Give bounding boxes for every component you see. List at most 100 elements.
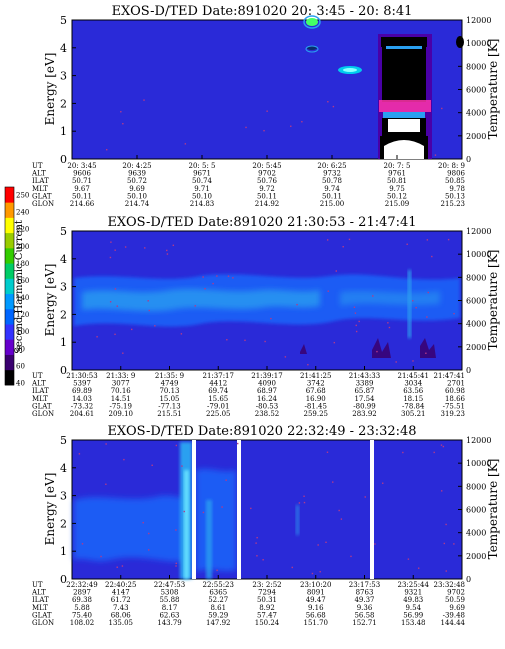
orbit-cell: 215.23 bbox=[441, 200, 466, 208]
orbit-cell: 7.43 bbox=[113, 604, 129, 612]
y-tick-label: 3 bbox=[60, 490, 67, 503]
orbit-cell: 15.65 bbox=[208, 395, 228, 403]
orbit-cell: 9761 bbox=[388, 170, 406, 178]
noise-speck bbox=[348, 238, 351, 241]
orbit-cell: 20: 5: 5 bbox=[189, 162, 216, 170]
colorbar-tick-label: 60 bbox=[16, 362, 25, 370]
colorbar-swatch bbox=[5, 247, 14, 264]
panel-2-title: EXOS-D/TED Date:891020 21:30:53 - 21:47:… bbox=[107, 215, 416, 230]
panel-3-gap-3 bbox=[370, 440, 374, 579]
panel-2-features bbox=[74, 238, 460, 366]
noise-speck bbox=[202, 511, 205, 514]
orbit-row-label: GLAT bbox=[32, 402, 52, 410]
colorbar-swatch bbox=[5, 187, 14, 203]
orbit-cell: 70.13 bbox=[159, 387, 179, 395]
orbit-cell: -80.99 bbox=[353, 402, 375, 410]
noise-speck bbox=[96, 336, 98, 338]
y-tick-label: 1 bbox=[60, 125, 67, 138]
orbit-cell: 50.74 bbox=[192, 177, 213, 185]
noise-speck bbox=[122, 352, 124, 354]
noise-speck bbox=[291, 566, 293, 569]
noise-speck bbox=[216, 275, 218, 277]
orbit-cell: 7294 bbox=[258, 589, 276, 597]
noise-speck bbox=[338, 509, 340, 512]
orbit-cell: 20: 6:25 bbox=[317, 162, 346, 170]
panel-2-orbit-table: UTALTILATMLTGLATGLON21:30:53539769.8914.… bbox=[31, 372, 466, 418]
orbit-cell: 21:33: 9 bbox=[106, 372, 135, 380]
y2-tick-label: 8000 bbox=[466, 482, 486, 491]
panel-2-band-inner bbox=[82, 288, 320, 312]
orbit-cell: 8.17 bbox=[162, 604, 178, 612]
orbit-cell: 20: 3:45 bbox=[67, 162, 96, 170]
orbit-cell: 50.31 bbox=[257, 596, 277, 604]
orbit-cell: -79.01 bbox=[207, 402, 229, 410]
noise-speck bbox=[388, 326, 391, 329]
orbit-cell: 17.54 bbox=[354, 395, 375, 403]
panel-1-feature-band bbox=[379, 100, 431, 112]
orbit-cell: 59.29 bbox=[208, 611, 228, 619]
y-tick-label: 5 bbox=[60, 225, 67, 238]
panel-3-axes: 0 1 2 3 4 5 0 2000 4000 6000 8000 10000 12000 bbox=[60, 434, 491, 586]
y2-tick-label: 4000 bbox=[466, 529, 486, 538]
orbit-cell: 56.99 bbox=[403, 611, 423, 619]
orbit-cell: 21:47:41 bbox=[434, 372, 465, 380]
panel-1-y2label: Temperature [K] bbox=[486, 39, 500, 140]
orbit-cell: 23:17:53 bbox=[349, 581, 380, 589]
orbit-cell: 9671 bbox=[193, 170, 211, 178]
noise-speck bbox=[303, 501, 306, 504]
orbit-row-label: ALT bbox=[31, 380, 46, 388]
noise-speck bbox=[226, 339, 228, 341]
y2-tick-label: 0 bbox=[466, 366, 471, 375]
y-tick-label: 0 bbox=[60, 364, 67, 377]
noise-speck bbox=[212, 282, 214, 285]
noise-speck bbox=[166, 253, 169, 255]
y2-tick-label: 0 bbox=[466, 155, 471, 164]
orbit-cell: 225.05 bbox=[206, 410, 231, 418]
noise-speck bbox=[180, 333, 183, 335]
noise-speck bbox=[284, 356, 287, 358]
noise-speck bbox=[256, 555, 258, 557]
orbit-cell: 108.02 bbox=[70, 619, 95, 627]
orbit-cell: 9.71 bbox=[194, 185, 210, 193]
orbit-cell: 65.87 bbox=[354, 387, 374, 395]
orbit-cell: 75.40 bbox=[72, 611, 92, 619]
orbit-cell: 238.52 bbox=[255, 410, 280, 418]
panel-2-ylabel: Energy [eV] bbox=[43, 264, 57, 337]
orbit-cell: 8763 bbox=[356, 589, 374, 597]
noise-speck bbox=[221, 506, 223, 508]
noise-speck bbox=[204, 288, 206, 290]
panel-3-band-mid bbox=[196, 468, 236, 572]
orbit-cell: 21:39:17 bbox=[251, 372, 282, 380]
orbit-cell: 9.36 bbox=[357, 604, 373, 612]
orbit-cell: 69.38 bbox=[72, 596, 92, 604]
panel-1: EXOS-D/TED Date:891020 20: 3:45 - 20: 8:… bbox=[31, 4, 500, 208]
orbit-row-label: GLON bbox=[32, 619, 54, 627]
orbit-cell: 50.72 bbox=[127, 177, 147, 185]
y-tick-label: 0 bbox=[60, 573, 67, 586]
noise-speck bbox=[319, 571, 321, 573]
y2-tick-label: 10000 bbox=[466, 39, 491, 48]
panel-1-feature-top-glow bbox=[386, 46, 422, 49]
noise-speck bbox=[364, 496, 366, 498]
noise-speck bbox=[301, 121, 303, 123]
panel-1-blob-mid bbox=[307, 46, 317, 50]
orbit-row-label: MLT bbox=[32, 604, 48, 612]
orbit-cell: 60.98 bbox=[445, 387, 465, 395]
y-tick-label: 4 bbox=[60, 462, 67, 475]
noise-speck bbox=[147, 300, 149, 302]
panel-3-features bbox=[74, 440, 455, 579]
orbit-cell: 50.81 bbox=[387, 177, 407, 185]
orbit-row-label: ILAT bbox=[32, 596, 49, 604]
colorbar-tick-label: 250 bbox=[16, 192, 29, 200]
noise-speck bbox=[151, 464, 153, 467]
noise-speck bbox=[376, 350, 378, 353]
noise-speck bbox=[266, 110, 268, 112]
y2-tick-label: 4000 bbox=[466, 109, 486, 118]
noise-speck bbox=[123, 458, 125, 461]
noise-speck bbox=[122, 123, 124, 125]
orbit-cell: 68.97 bbox=[257, 387, 277, 395]
panel-3-gap-1 bbox=[192, 440, 196, 579]
noise-speck bbox=[374, 543, 376, 545]
y2-tick-label: 2000 bbox=[466, 552, 486, 561]
